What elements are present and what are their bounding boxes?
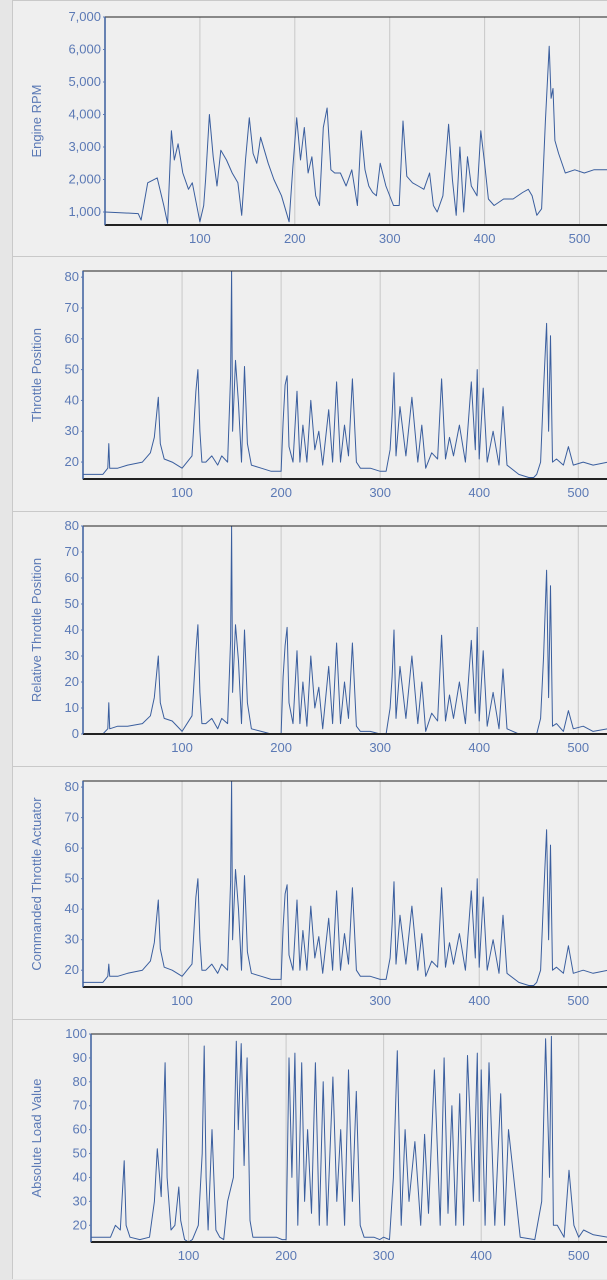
y-tick-label-20: 20 xyxy=(73,1217,87,1232)
y-tick-label-30: 30 xyxy=(65,648,79,663)
x-tick-label-200: 200 xyxy=(275,1248,297,1263)
y-tick-label-0: 0 xyxy=(72,726,79,741)
chart-panel-commanded-throttle-actuator: 20 30 40 50 60 70 80 100 200 300 400 500 Commanded T… xyxy=(12,766,607,1019)
x-tick-label-100: 100 xyxy=(171,993,193,1008)
y-tick-label-20: 20 xyxy=(65,962,79,977)
y-tick-label-60: 60 xyxy=(65,570,79,585)
x-tick-label-100: 100 xyxy=(189,231,211,246)
y-tick-label-20: 20 xyxy=(65,674,79,689)
y-tick-label-20: 20 xyxy=(65,454,79,469)
y-axis-title: Relative Throttle Position xyxy=(29,558,44,702)
y-tick-label-70: 70 xyxy=(65,300,79,315)
y-tick-label-50: 50 xyxy=(73,1146,87,1161)
y-tick-label-50: 50 xyxy=(65,596,79,611)
y-tick-label-7000: 7,000 xyxy=(68,9,101,24)
x-tick-label-200: 200 xyxy=(284,231,306,246)
x-tick-label-300: 300 xyxy=(373,1248,395,1263)
x-tick-label-500: 500 xyxy=(567,740,589,755)
y-tick-label-80: 80 xyxy=(65,269,79,284)
chart-relative-throttle-position: 0 10 20 30 40 50 60 70 80 100 200 300 400 500 Relative… xyxy=(29,518,607,755)
y-tick-label-90: 90 xyxy=(73,1050,87,1065)
y-tick-label-40: 40 xyxy=(65,901,79,916)
y-tick-label-60: 60 xyxy=(65,840,79,855)
y-tick-label-60: 60 xyxy=(73,1122,87,1137)
x-tick-label-500: 500 xyxy=(567,993,589,1008)
throttle-position-series-line xyxy=(83,270,607,478)
absolute-load-value-series-line xyxy=(91,1035,607,1243)
y-axis-title: Engine RPM xyxy=(29,85,44,158)
y-tick-label-2000: 2,000 xyxy=(68,172,101,187)
relative-throttle-position-series-line xyxy=(83,525,607,735)
x-tick-label-500: 500 xyxy=(568,1248,590,1263)
y-tick-label-30: 30 xyxy=(65,423,79,438)
x-tick-label-100: 100 xyxy=(178,1248,200,1263)
chart-commanded-throttle-actuator: 20 30 40 50 60 70 80 100 200 300 400 500 Commanded T… xyxy=(29,779,607,1008)
y-tick-label-30: 30 xyxy=(65,932,79,947)
x-tick-label-500: 500 xyxy=(567,485,589,500)
y-tick-label-3000: 3,000 xyxy=(68,139,101,154)
x-tick-label-100: 100 xyxy=(171,740,193,755)
x-tick-label-200: 200 xyxy=(270,740,292,755)
y-tick-label-30: 30 xyxy=(73,1193,87,1208)
x-tick-label-100: 100 xyxy=(171,485,193,500)
y-tick-label-100: 100 xyxy=(65,1026,87,1041)
chart-panel-relative-throttle-position: 0 10 20 30 40 50 60 70 80 100 200 300 400 500 Relative… xyxy=(12,511,607,766)
y-tick-label-70: 70 xyxy=(65,810,79,825)
y-axis-title: Throttle Position xyxy=(29,328,44,422)
engine-rpm-series-line xyxy=(104,45,607,224)
y-tick-label-60: 60 xyxy=(65,331,79,346)
y-axis-title: Absolute Load Value xyxy=(29,1078,44,1197)
x-tick-label-400: 400 xyxy=(474,231,496,246)
x-tick-label-500: 500 xyxy=(569,231,591,246)
plot-frame xyxy=(82,525,607,735)
x-tick-label-400: 400 xyxy=(468,485,490,500)
x-tick-label-200: 200 xyxy=(270,485,292,500)
y-tick-label-40: 40 xyxy=(73,1169,87,1184)
chart-panel-throttle-position: 20 30 40 50 60 70 80 100 200 300 400 500 Throttle Po… xyxy=(12,256,607,511)
y-tick-label-80: 80 xyxy=(65,779,79,794)
y-tick-label-50: 50 xyxy=(65,362,79,377)
y-tick-label-80: 80 xyxy=(65,518,79,533)
x-tick-label-300: 300 xyxy=(379,231,401,246)
chart-absolute-load-value: 20 30 40 50 60 70 80 90 100 100 200 300 400 500 Absolu… xyxy=(29,1026,607,1263)
chart-throttle-position: 20 30 40 50 60 70 80 100 200 300 400 500 Throttle Po… xyxy=(29,269,607,500)
plot-frame xyxy=(90,1033,607,1243)
y-tick-label-80: 80 xyxy=(73,1074,87,1089)
chart-panel-absolute-load-value: 20 30 40 50 60 70 80 90 100 100 200 300 400 500 Absolu… xyxy=(12,1019,607,1279)
y-tick-label-70: 70 xyxy=(73,1098,87,1113)
x-tick-label-200: 200 xyxy=(270,993,292,1008)
commanded-throttle-actuator-series-line xyxy=(83,780,607,986)
y-tick-label-5000: 5,000 xyxy=(68,74,101,89)
y-tick-label-6000: 6,000 xyxy=(68,42,101,57)
y-tick-label-1000: 1,000 xyxy=(68,204,101,219)
x-tick-label-400: 400 xyxy=(468,993,490,1008)
y-tick-label-40: 40 xyxy=(65,392,79,407)
y-tick-label-10: 10 xyxy=(65,700,79,715)
y-tick-label-4000: 4,000 xyxy=(68,107,101,122)
x-tick-label-400: 400 xyxy=(468,740,490,755)
x-tick-label-300: 300 xyxy=(369,485,391,500)
x-tick-label-300: 300 xyxy=(369,993,391,1008)
x-tick-label-400: 400 xyxy=(470,1248,492,1263)
y-tick-label-40: 40 xyxy=(65,622,79,637)
y-axis-title: Commanded Throttle Actuator xyxy=(29,797,44,971)
chart-engine-rpm: 1,000 2,000 3,000 4,000 5,000 6,000 7,000 100 20… xyxy=(29,9,607,246)
chart-panel-engine-rpm: 1,000 2,000 3,000 4,000 5,000 6,000 7,000 100 20… xyxy=(12,0,607,256)
x-tick-label-300: 300 xyxy=(369,740,391,755)
y-tick-label-70: 70 xyxy=(65,544,79,559)
y-tick-label-50: 50 xyxy=(65,871,79,886)
